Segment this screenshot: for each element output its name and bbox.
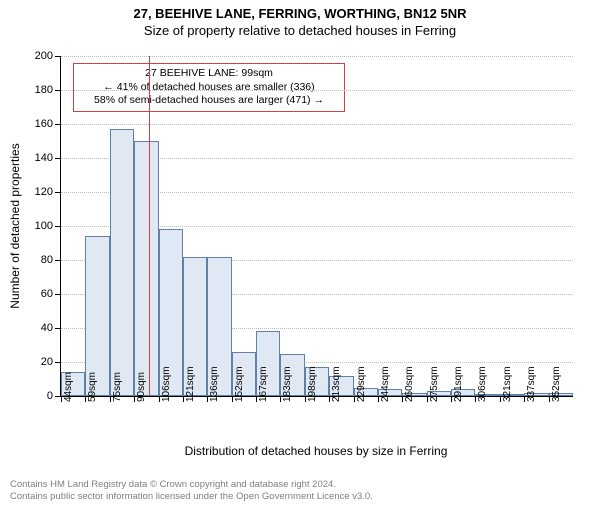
x-tick [305,396,306,402]
x-tick-label: 183sqm [282,366,293,402]
y-tick [55,158,61,159]
y-tick [55,90,61,91]
reference-marker-line [149,56,150,396]
x-tick-label: 106sqm [161,366,172,402]
y-tick-label: 160 [35,118,53,130]
y-tick-label: 120 [35,186,53,198]
footer-line-1: Contains HM Land Registry data © Crown c… [10,479,373,490]
annotation-line-3: 58% of semi-detached houses are larger (… [80,94,338,108]
x-tick-label: 229sqm [356,366,367,402]
x-tick-label: 121sqm [185,366,196,402]
x-tick [451,396,452,402]
x-tick-label: 275sqm [429,366,440,402]
x-tick-label: 306sqm [477,366,488,402]
x-tick [427,396,428,402]
y-tick-label: 200 [35,50,53,62]
x-tick-label: 136sqm [209,366,220,402]
y-tick [55,124,61,125]
annotation-line-2: ← 41% of detached houses are smaller (33… [80,81,338,95]
annotation-line-1: 27 BEEHIVE LANE: 99sqm [80,67,338,81]
x-tick [183,396,184,402]
footer-attribution: Contains HM Land Registry data © Crown c… [10,479,373,502]
x-tick-label: 152sqm [234,366,245,402]
y-tick-label: 60 [41,288,53,300]
x-tick-label: 260sqm [404,366,415,402]
x-tick [159,396,160,402]
y-tick [55,328,61,329]
annotation-callout: 27 BEEHIVE LANE: 99sqm ← 41% of detached… [73,63,345,112]
x-tick-label: 75sqm [112,372,123,402]
footer-line-2: Contains public sector information licen… [10,491,373,502]
gridline [61,124,573,125]
x-tick [549,396,550,402]
x-tick-label: 321sqm [502,366,513,402]
x-tick [256,396,257,402]
x-tick [232,396,233,402]
x-tick-label: 291sqm [453,366,464,402]
gridline [61,56,573,57]
x-tick [354,396,355,402]
x-tick-label: 44sqm [63,372,74,402]
gridline [61,90,573,91]
x-tick-label: 213sqm [331,366,342,402]
chart-title-main: 27, BEEHIVE LANE, FERRING, WORTHING, BN1… [0,6,600,21]
chart-plot-area: 27 BEEHIVE LANE: 99sqm ← 41% of detached… [60,56,573,397]
y-tick-label: 140 [35,152,53,164]
y-tick-label: 0 [47,390,53,402]
x-tick [500,396,501,402]
y-tick [55,56,61,57]
y-tick-label: 40 [41,322,53,334]
y-tick [55,362,61,363]
y-tick [55,260,61,261]
x-tick-label: 59sqm [87,372,98,402]
y-tick [55,294,61,295]
x-tick [61,396,62,402]
x-axis-label: Distribution of detached houses by size … [60,444,572,458]
y-axis-label: Number of detached properties [8,143,22,308]
y-tick [55,226,61,227]
chart-title-sub: Size of property relative to detached ho… [0,23,600,38]
x-tick [110,396,111,402]
x-tick-label: 337sqm [526,366,537,402]
x-tick-label: 167sqm [258,366,269,402]
x-tick-label: 244sqm [380,366,391,402]
y-tick-label: 180 [35,84,53,96]
histogram-bar [134,141,158,396]
y-tick [55,192,61,193]
x-tick-label: 352sqm [551,366,562,402]
x-tick [378,396,379,402]
histogram-bar [110,129,134,396]
x-tick-label: 90sqm [136,372,147,402]
y-tick-label: 20 [41,356,53,368]
x-tick-label: 198sqm [307,366,318,402]
x-tick [134,396,135,402]
y-tick-label: 100 [35,220,53,232]
y-tick-label: 80 [41,254,53,266]
